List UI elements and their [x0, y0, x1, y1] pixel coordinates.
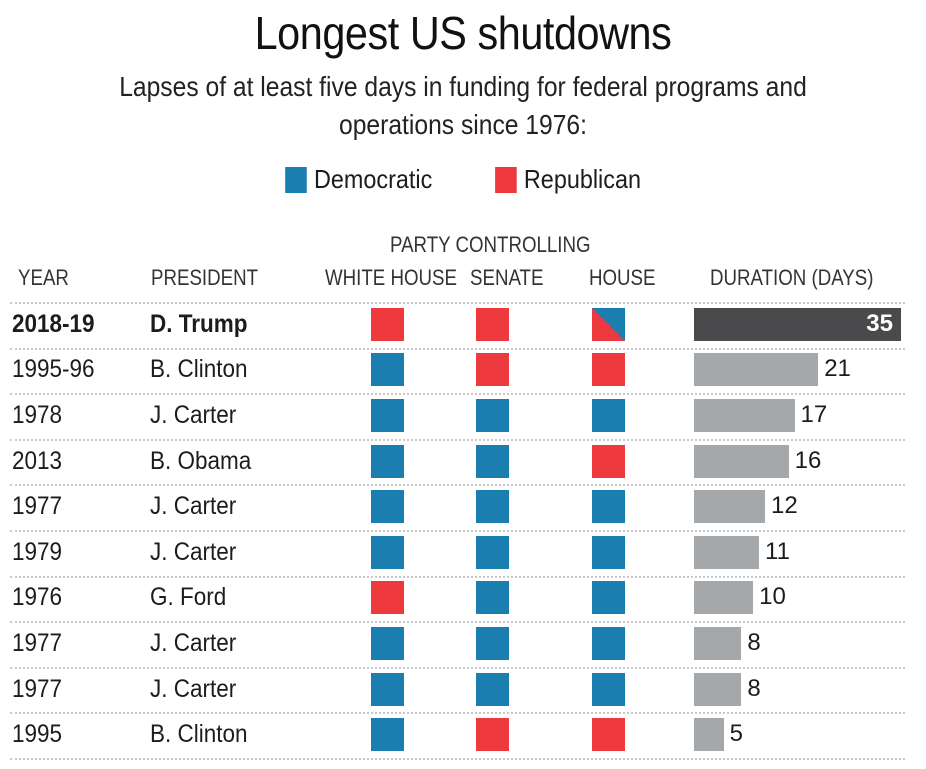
house-party-square: [592, 353, 625, 387]
white-house-party-square: [371, 444, 404, 478]
duration-bar: [694, 672, 742, 706]
senate-party-square: [476, 490, 509, 524]
row-separator: [10, 666, 905, 669]
duration-bar: [694, 581, 754, 615]
president-cell: B. Obama: [150, 446, 252, 475]
year-cell: 2018-19: [12, 309, 95, 338]
white-house-party-square: [371, 581, 404, 615]
duration-label: 17: [800, 401, 828, 428]
president-cell: J. Carter: [150, 492, 237, 521]
duration-bar: [694, 718, 724, 752]
duration-label: 10: [759, 583, 786, 611]
white-house-party-square: [371, 535, 404, 569]
house-party-square: [592, 627, 625, 660]
duration-label: 12: [770, 492, 798, 520]
year-cell: 1977: [12, 674, 63, 703]
duration-label: 8: [747, 629, 761, 656]
house-party-square: [592, 718, 625, 752]
header-white-house: WHITE HOUSE: [325, 265, 457, 290]
white-house-party-square: [371, 490, 404, 524]
header-duration: DURATION (DAYS): [710, 265, 874, 290]
chart-subtitle: Lapses of at least five days in funding …: [56, 68, 871, 144]
duration-bar: [694, 307, 901, 341]
president-cell: J. Carter: [150, 629, 237, 657]
year-cell: 1977: [12, 629, 63, 657]
senate-party-square: [476, 535, 509, 569]
row-separator: [10, 302, 905, 304]
duration-bar: [694, 444, 789, 478]
subtitle-line-1: Lapses of at least five days in funding …: [119, 71, 807, 102]
duration-bar: [694, 627, 742, 660]
legend-item-democratic: Democratic: [285, 164, 433, 195]
duration-bar: [694, 490, 765, 524]
president-cell: J. Carter: [150, 401, 237, 429]
year-cell: 1978: [12, 401, 63, 429]
duration-label: 5: [729, 720, 743, 748]
year-cell: 1995-96: [12, 355, 95, 384]
row-separator: [10, 712, 905, 715]
senate-party-square: [476, 581, 509, 615]
header-president: PRESIDENT: [151, 265, 259, 290]
house-party-square: [592, 581, 625, 615]
header-year: YEAR: [18, 265, 69, 290]
legend: Democratic Republican: [0, 164, 926, 195]
house-party-square: [592, 307, 625, 341]
row-separator: [10, 758, 905, 760]
duration-bar: [694, 399, 795, 432]
senate-party-square: [476, 672, 509, 706]
senate-party-square: [476, 399, 509, 432]
white-house-party-square: [371, 718, 404, 752]
house-party-square: [592, 535, 625, 569]
president-cell: D. Trump: [150, 309, 248, 338]
header-party-controlling: PARTY CONTROLLING: [390, 232, 591, 257]
legend-label-republican: Republican: [523, 164, 641, 194]
row-separator: [10, 347, 905, 350]
row-separator: [10, 621, 905, 624]
year-cell: 1977: [12, 492, 63, 521]
democratic-swatch: [285, 166, 307, 193]
white-house-party-square: [371, 672, 404, 706]
duration-label: 8: [747, 674, 761, 702]
senate-party-square: [476, 718, 509, 752]
republican-swatch: [494, 166, 517, 193]
senate-party-square: [476, 353, 509, 387]
duration-label: 16: [794, 446, 822, 474]
legend-item-republican: Republican: [494, 164, 641, 195]
white-house-party-square: [371, 399, 404, 432]
house-party-square: [592, 444, 625, 478]
duration-label: 11: [765, 537, 790, 565]
year-cell: 1979: [12, 537, 63, 566]
president-cell: J. Carter: [150, 537, 237, 566]
white-house-party-square: [371, 627, 404, 660]
president-cell: B. Clinton: [150, 355, 248, 384]
house-party-square: [592, 399, 625, 432]
row-separator: [10, 438, 905, 441]
senate-party-square: [476, 627, 509, 660]
duration-bar: [694, 535, 760, 569]
header-senate: SENATE: [470, 265, 544, 290]
president-cell: G. Ford: [150, 583, 227, 612]
chart-title: Longest US shutdowns: [254, 7, 672, 59]
senate-party-square: [476, 444, 509, 478]
white-house-party-square: [371, 307, 404, 341]
legend-label-democratic: Democratic: [314, 164, 433, 194]
duration-bar: [694, 353, 819, 387]
row-separator: [10, 484, 905, 487]
row-separator: [10, 393, 905, 396]
white-house-party-square: [371, 353, 404, 387]
house-party-square: [592, 490, 625, 524]
header-house: HOUSE: [589, 265, 656, 290]
senate-party-square: [476, 307, 509, 341]
row-separator: [10, 575, 905, 578]
subtitle-line-2: operations since 1976:: [339, 109, 587, 140]
president-cell: J. Carter: [150, 674, 237, 703]
president-cell: B. Clinton: [150, 720, 248, 749]
year-cell: 1995: [12, 720, 63, 749]
year-cell: 2013: [12, 446, 63, 475]
row-separator: [10, 530, 905, 532]
year-cell: 1976: [12, 583, 63, 612]
duration-label: 21: [824, 355, 851, 383]
duration-label: 35: [866, 309, 893, 337]
house-party-square: [592, 672, 625, 706]
